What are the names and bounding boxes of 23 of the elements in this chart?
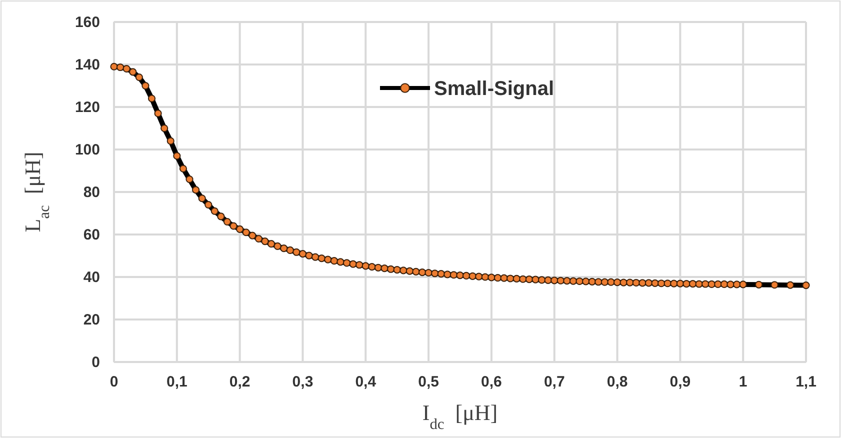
x-tick-label: 0,4 <box>355 374 377 391</box>
y-tick-label: 140 <box>74 56 100 74</box>
x-tick-label: 0 <box>110 374 118 391</box>
x-tick-label: 0,3 <box>292 374 314 391</box>
y-tick-label: 60 <box>83 226 100 244</box>
y-tick-label: 0 <box>92 354 100 371</box>
x-tick-label: 0,5 <box>418 374 439 391</box>
x-tick-label: 1 <box>738 374 748 391</box>
y-tick-label: 100 <box>74 141 100 158</box>
x-tick-label: 0,7 <box>544 374 565 391</box>
x-axis-title: I$_{dc}$ [μH] <box>422 400 498 432</box>
x-tick-label: 1,1 <box>796 374 816 391</box>
legend-label: Small-Signal <box>434 78 554 100</box>
y-tick-label: 80 <box>83 184 100 201</box>
y-tick-label: 120 <box>74 98 100 116</box>
y-tick-label: 40 <box>83 268 100 286</box>
x-tick-label: 0,1 <box>166 374 188 391</box>
x-tick-label: 0,2 <box>229 374 250 391</box>
x-tick-label: 0,9 <box>670 374 691 391</box>
y-tick-label: 160 <box>74 14 100 31</box>
x-tick-label: 0,6 <box>481 374 502 391</box>
y-tick-label: 20 <box>83 311 100 328</box>
x-tick-label: 0,8 <box>606 374 628 391</box>
